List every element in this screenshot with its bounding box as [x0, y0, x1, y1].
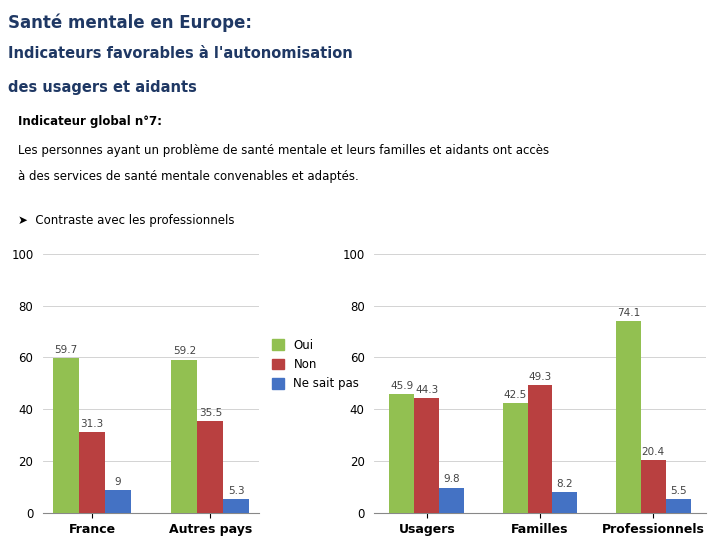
- Text: 9.8: 9.8: [444, 475, 460, 484]
- Text: 35.5: 35.5: [199, 408, 222, 418]
- Text: 31.3: 31.3: [81, 418, 104, 429]
- Text: 5.3: 5.3: [228, 486, 245, 496]
- Text: 59.7: 59.7: [55, 345, 78, 355]
- Text: 59.2: 59.2: [173, 347, 196, 356]
- Bar: [528, 385, 552, 513]
- Bar: [171, 360, 197, 513]
- Bar: [223, 500, 249, 513]
- Text: 44.3: 44.3: [415, 385, 438, 395]
- Text: 74.1: 74.1: [616, 308, 640, 318]
- Bar: [439, 488, 464, 513]
- Bar: [79, 432, 105, 513]
- Text: 8.2: 8.2: [557, 478, 573, 489]
- Text: Indicateur global n°7:: Indicateur global n°7:: [18, 114, 162, 127]
- Text: Les personnes ayant un problème de santé mentale et leurs familles et aidants on: Les personnes ayant un problème de santé…: [18, 144, 549, 157]
- Bar: [616, 321, 641, 513]
- Bar: [414, 398, 439, 513]
- Bar: [641, 460, 666, 513]
- Text: 49.3: 49.3: [528, 372, 552, 382]
- Bar: [552, 492, 577, 513]
- Text: 45.9: 45.9: [390, 381, 413, 391]
- Text: 20.4: 20.4: [642, 447, 665, 457]
- Bar: [105, 490, 131, 513]
- Text: Santé mentale en Europe:: Santé mentale en Europe:: [8, 14, 252, 32]
- Text: Indicateurs favorables à l'autonomisation: Indicateurs favorables à l'autonomisatio…: [8, 46, 353, 62]
- Bar: [503, 403, 528, 513]
- Text: des usagers et aidants: des usagers et aidants: [8, 80, 197, 94]
- Bar: [666, 499, 690, 513]
- Text: 5.5: 5.5: [670, 485, 686, 496]
- Text: 9: 9: [114, 477, 122, 487]
- Legend: Oui, Non, Ne sait pas: Oui, Non, Ne sait pas: [269, 335, 363, 394]
- Text: ➤  Contraste avec les professionnels: ➤ Contraste avec les professionnels: [18, 214, 235, 227]
- Bar: [390, 394, 414, 513]
- Text: 42.5: 42.5: [503, 390, 527, 400]
- Bar: [197, 421, 223, 513]
- Bar: [53, 358, 79, 513]
- Text: à des services de santé mentale convenables et adaptés.: à des services de santé mentale convenab…: [18, 170, 359, 183]
